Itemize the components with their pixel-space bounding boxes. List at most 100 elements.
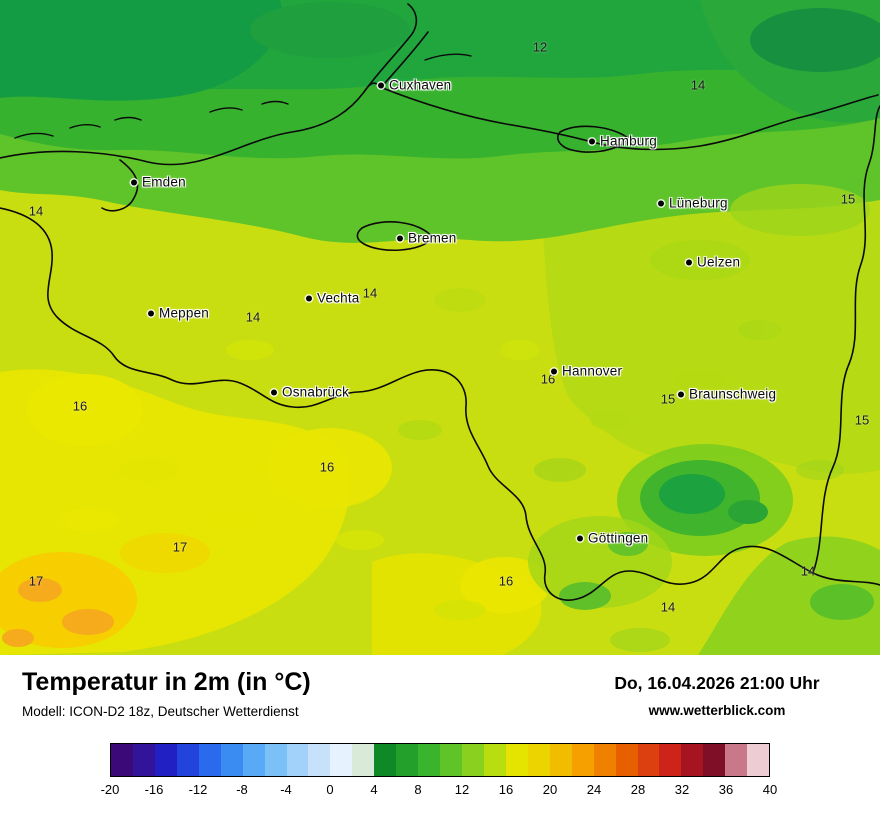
- legend-color-segment: [725, 743, 748, 776]
- temperature-value-label: 14: [362, 285, 378, 301]
- city-dot-icon: [131, 179, 137, 185]
- temperature-value-label: 17: [172, 539, 188, 555]
- city-label: Vechta: [317, 290, 360, 306]
- city-marker: Vechta: [306, 291, 360, 306]
- temperature-value-label: 14: [28, 203, 44, 219]
- city-dot-icon: [577, 535, 583, 541]
- city-marker: Uelzen: [686, 255, 740, 270]
- legend-tick-label: 0: [326, 781, 334, 797]
- datetime-block: Do, 16.04.2026 21:00 Uhr www.wetterblick…: [576, 669, 858, 718]
- temperature-map: Cuxhaven Hamburg Emden Lüneburg Bremen: [0, 0, 880, 655]
- city-dot-icon: [378, 82, 384, 88]
- city-dot-icon: [271, 389, 277, 395]
- legend-color-segment: [111, 743, 133, 776]
- legend-tick-label: 8: [414, 781, 422, 797]
- legend-color-segment: [593, 743, 616, 776]
- city-dot-icon: [658, 200, 664, 206]
- legend-color-segment: [462, 743, 484, 776]
- footer: Temperatur in 2m (in °C) Modell: ICON-D2…: [0, 655, 880, 830]
- legend-color-segment: [571, 743, 594, 776]
- legend-tick-label: 12: [454, 781, 470, 797]
- forecast-datetime-label: Do, 16.04.2026 21:00 Uhr: [614, 673, 820, 693]
- temperature-value-label: 14: [245, 309, 261, 325]
- city-label: Cuxhaven: [389, 77, 452, 93]
- temperature-value-label: 16: [498, 573, 514, 589]
- legend-color-segment: [330, 743, 353, 776]
- map-islands: [14, 53, 472, 139]
- legend-tick-label: 24: [586, 781, 602, 797]
- city-marker: Emden: [131, 175, 186, 190]
- city-marker: Bremen: [397, 231, 456, 246]
- city-label: Emden: [142, 174, 186, 190]
- legend-color-segment: [418, 743, 441, 776]
- legend-tick-label: 20: [542, 781, 558, 797]
- city-dot-icon: [306, 295, 312, 301]
- page-title: Temperatur in 2m (in °C): [22, 668, 311, 696]
- city-dot-icon: [678, 391, 684, 397]
- legend-tick-labels: -20 -16 -12 -8 -4 0 4 8 12 16 20 24: [101, 781, 778, 800]
- legend-color-segment: [374, 743, 397, 776]
- legend-tick-label: -12: [188, 781, 208, 797]
- city-label: Göttingen: [588, 530, 649, 546]
- legend-color-segment: [242, 743, 265, 776]
- city-label: Hannover: [562, 363, 623, 379]
- city-marker: Lüneburg: [658, 196, 728, 211]
- temperature-value-label: 14: [660, 599, 676, 615]
- model-info-label: Modell: ICON-D2 18z, Deutscher Wetterdie…: [22, 703, 299, 719]
- legend-color-segment: [483, 743, 506, 776]
- legend-color-segment: [220, 743, 243, 776]
- city-label: Lüneburg: [669, 195, 728, 211]
- legend-color-segment: [308, 743, 331, 776]
- legend-tick-label: -4: [280, 781, 292, 797]
- legend-color-segment: [681, 743, 704, 776]
- legend-color-segment: [703, 743, 726, 776]
- city-label: Osnabrück: [282, 384, 350, 400]
- temperature-value-label: 15: [854, 412, 870, 428]
- temperature-map-layer: [0, 0, 880, 655]
- legend-color-segment: [440, 743, 462, 776]
- legend-color-segment: [505, 743, 528, 776]
- legend-tick-label: -16: [144, 781, 164, 797]
- legend-tick-label: -8: [236, 781, 248, 797]
- city-marker: Osnabrück: [271, 385, 349, 400]
- legend-color-segment: [396, 743, 419, 776]
- legend-color-segment: [176, 743, 199, 776]
- city-label: Uelzen: [697, 254, 741, 270]
- legend-tick-label: 4: [370, 781, 378, 797]
- legend-tick-label: 40: [762, 781, 778, 797]
- temperature-value-label: 15: [660, 391, 676, 407]
- legend-color-segment: [549, 743, 572, 776]
- city-label: Hamburg: [600, 133, 657, 149]
- legend-color-segment: [352, 743, 375, 776]
- map-borders: [0, 3, 880, 601]
- temperature-value-label: 14: [690, 77, 706, 93]
- temperature-value-label: 16: [540, 371, 556, 387]
- legend-color-segment: [527, 743, 550, 776]
- legend-tick-label: 32: [674, 781, 690, 797]
- city-label: Meppen: [159, 305, 209, 321]
- legend-tick-label: 28: [630, 781, 646, 797]
- temperature-value-label: 17: [28, 573, 44, 589]
- city-marker: Cuxhaven: [378, 78, 451, 93]
- legend-color-segment: [198, 743, 221, 776]
- city-marker: Hannover: [551, 364, 622, 379]
- legend-color-segment: [132, 743, 155, 776]
- city-marker: Göttingen: [577, 531, 648, 546]
- legend-color-segment: [615, 743, 638, 776]
- legend-color-bar: [110, 742, 770, 777]
- city-marker: Hamburg: [589, 134, 657, 149]
- city-dot-icon: [589, 138, 595, 144]
- city-dot-icon: [397, 235, 403, 241]
- legend-color-segment: [154, 743, 177, 776]
- city-marker: Braunschweig: [678, 387, 776, 402]
- city-label: Bremen: [408, 230, 457, 246]
- legend-tick-label: 36: [718, 781, 734, 797]
- legend-color-segment: [747, 743, 770, 776]
- temperature-value-label: 16: [319, 459, 335, 475]
- city-label: Braunschweig: [689, 386, 777, 402]
- temperature-value-label: 14: [800, 563, 816, 579]
- temperature-value-label: 15: [840, 191, 856, 207]
- city-dot-icon: [551, 368, 557, 374]
- footer-header: Temperatur in 2m (in °C) Modell: ICON-D2…: [22, 668, 858, 719]
- color-scale-legend: -20 -16 -12 -8 -4 0 4 8 12 16 20 24: [101, 742, 778, 800]
